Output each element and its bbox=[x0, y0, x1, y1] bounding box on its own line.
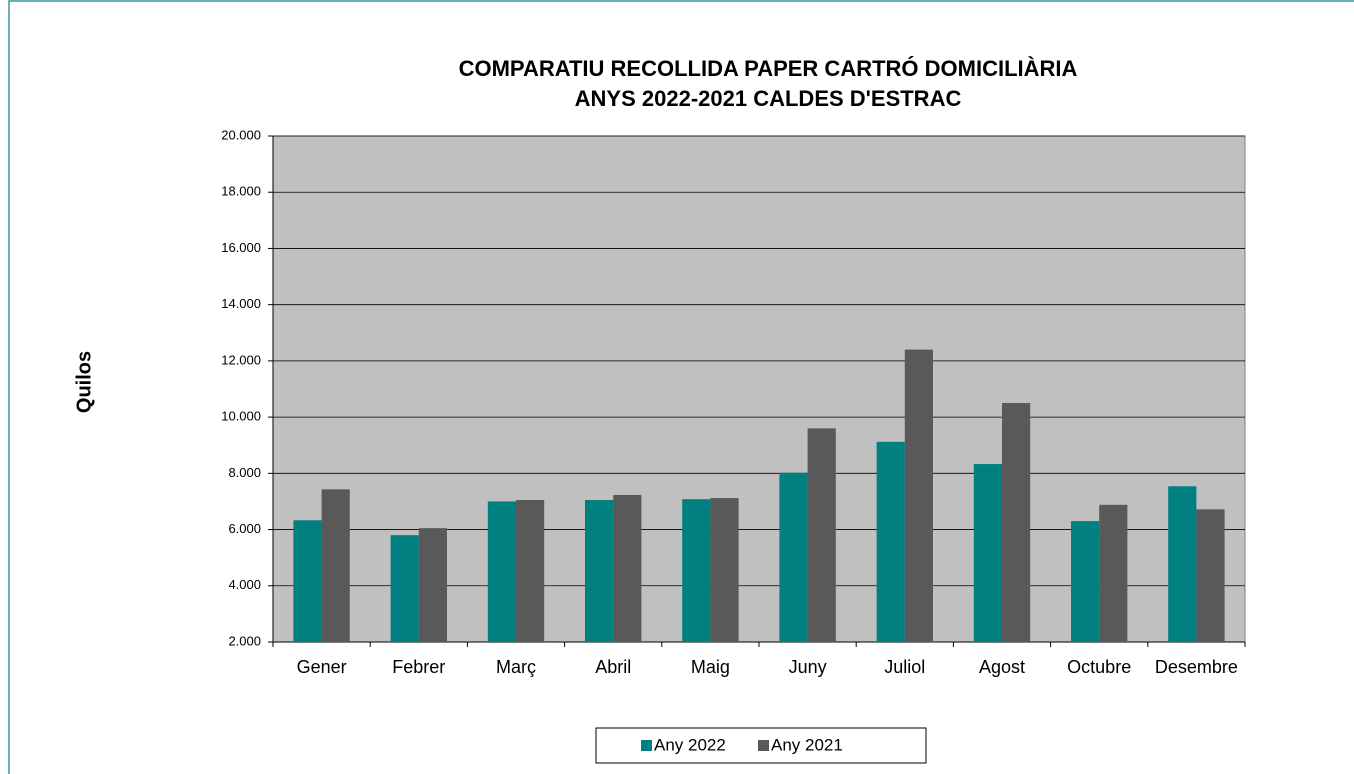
x-tick-label: Juliol bbox=[884, 657, 925, 677]
frame bbox=[8, 0, 1354, 774]
bar bbox=[418, 528, 447, 642]
y-tick-label: 4.000 bbox=[228, 577, 261, 592]
bar bbox=[710, 498, 739, 642]
x-tick-label: Gener bbox=[297, 657, 347, 677]
chart-title: ANYS 2022-2021 CALDES D'ESTRAC bbox=[575, 86, 962, 111]
y-tick-label: 12.000 bbox=[221, 352, 261, 367]
x-tick-label: Agost bbox=[979, 657, 1025, 677]
x-tick-label: Desembre bbox=[1155, 657, 1238, 677]
legend-swatch bbox=[641, 740, 652, 751]
x-tick-label: Maig bbox=[691, 657, 730, 677]
y-tick-label: 8.000 bbox=[228, 465, 261, 480]
bar bbox=[321, 489, 350, 642]
bar bbox=[293, 520, 322, 642]
chart-title: COMPARATIU RECOLLIDA PAPER CARTRÓ DOMICI… bbox=[459, 56, 1078, 81]
bar bbox=[876, 441, 905, 642]
legend-label: Any 2022 bbox=[654, 735, 726, 754]
y-tick-label: 16.000 bbox=[221, 240, 261, 255]
bar bbox=[1168, 486, 1197, 642]
bar bbox=[516, 500, 545, 642]
bar bbox=[613, 494, 642, 642]
bar bbox=[487, 501, 516, 642]
bar bbox=[973, 464, 1002, 642]
x-tick-label: Març bbox=[496, 657, 536, 677]
bar bbox=[807, 428, 836, 642]
bar bbox=[1002, 403, 1031, 642]
bar bbox=[1196, 509, 1225, 642]
legend-label: Any 2021 bbox=[771, 735, 843, 754]
y-tick-label: 2.000 bbox=[228, 633, 261, 648]
y-tick-label: 6.000 bbox=[228, 521, 261, 536]
x-tick-label: Juny bbox=[789, 657, 827, 677]
bar bbox=[1099, 504, 1128, 642]
bar bbox=[779, 472, 808, 642]
bar bbox=[682, 499, 711, 642]
y-axis-label: Quilos bbox=[73, 351, 95, 413]
y-tick-label: 10.000 bbox=[221, 409, 261, 424]
y-tick-label: 14.000 bbox=[221, 296, 261, 311]
bar bbox=[390, 535, 419, 642]
bar bbox=[904, 349, 933, 642]
bar bbox=[585, 500, 614, 642]
y-tick-label: 18.000 bbox=[221, 184, 261, 199]
y-tick-label: 20.000 bbox=[221, 127, 261, 142]
x-tick-label: Febrer bbox=[392, 657, 445, 677]
bar bbox=[1071, 521, 1100, 642]
legend-swatch bbox=[758, 740, 769, 751]
x-tick-label: Octubre bbox=[1067, 657, 1131, 677]
x-tick-label: Abril bbox=[595, 657, 631, 677]
